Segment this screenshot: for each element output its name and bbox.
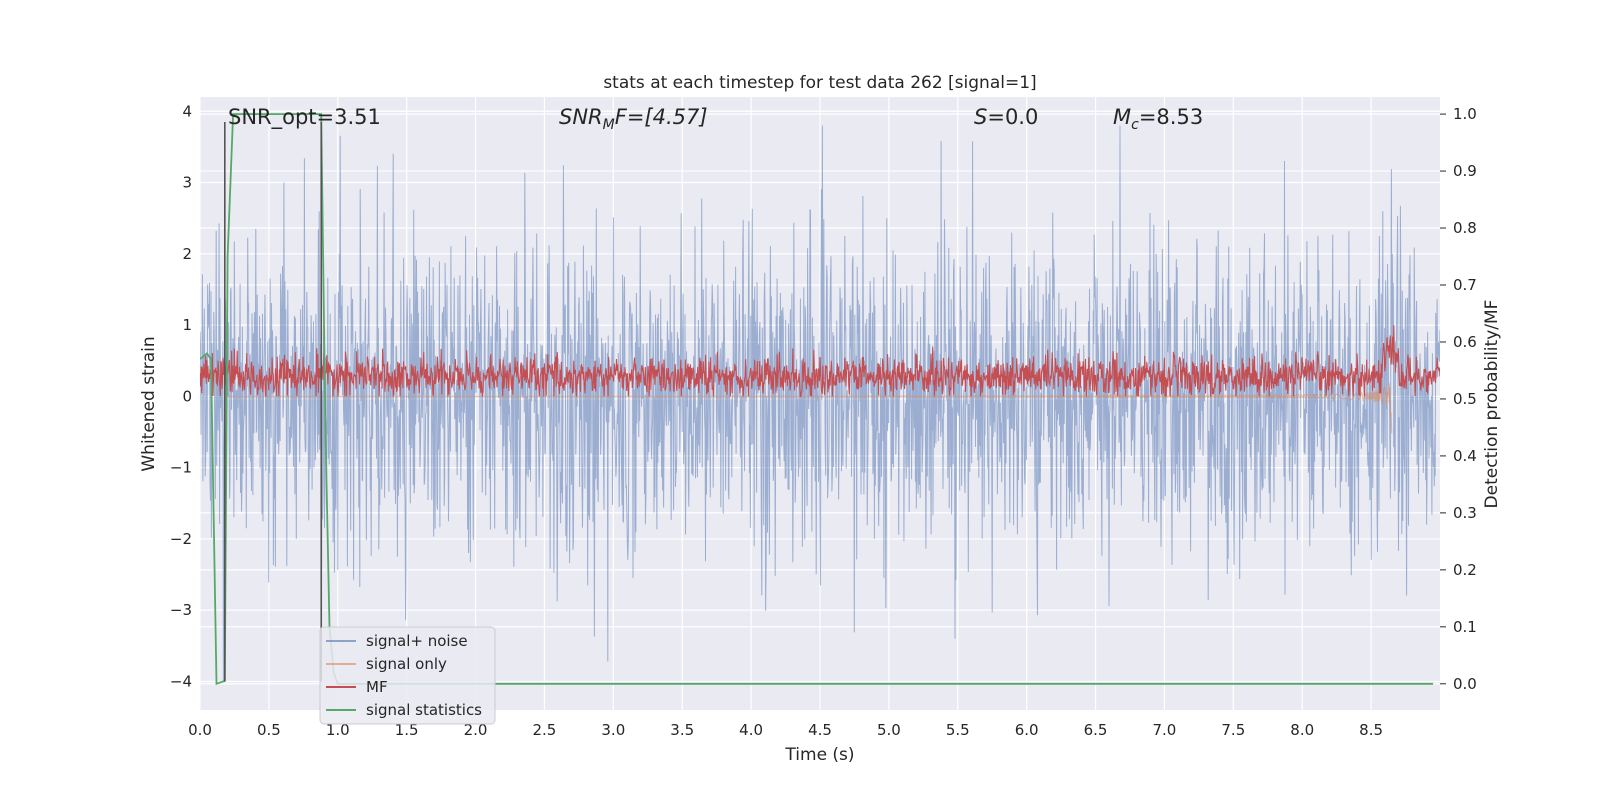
annotation-snr-opt: SNR_opt=3.51 (228, 105, 381, 130)
x-tick-label: 6.0 (1015, 721, 1039, 739)
annotation-s: S=0.0 (974, 105, 1038, 129)
y-tick-label-right: 0.6 (1453, 333, 1477, 351)
legend-label: signal statistics (366, 701, 482, 719)
legend-label: signal+ noise (366, 632, 468, 650)
y-tick-label-left: 1 (182, 316, 192, 334)
legend-label: MF (366, 678, 388, 696)
series-mf-line (200, 325, 1440, 397)
tick-labels: 0.0 0.5 1.0 1.5 2.0 2.5 3.0 3.5 4.0 4.5 5.0 5.5 6.0 6… (170, 102, 1477, 739)
x-tick-label: 3.5 (670, 721, 694, 739)
y-tick-label-left: −3 (170, 601, 192, 619)
y-tick-label-right: 0.1 (1453, 618, 1477, 636)
x-tick-label: 3.0 (601, 721, 625, 739)
x-tick-label: 2.5 (533, 721, 557, 739)
x-tick-label: 1.0 (326, 721, 350, 739)
x-tick-label: 0.5 (257, 721, 281, 739)
legend-box (319, 626, 496, 725)
x-tick-label: 0.0 (188, 721, 212, 739)
x-tick-label: 6.5 (1084, 721, 1108, 739)
y-tick-label-left: −1 (170, 459, 192, 477)
y-tick-label-left: −2 (170, 530, 192, 548)
series-layer (200, 113, 1440, 686)
annotation-mc: Mc=8.53 (1113, 105, 1203, 133)
y-tick-label-right: 0.8 (1453, 219, 1477, 237)
x-tick-label: 4.0 (739, 721, 763, 739)
x-tick-label: 4.5 (808, 721, 832, 739)
series-signal-statistics-line (200, 113, 1434, 686)
x-tick-label: 5.0 (877, 721, 901, 739)
annotation-snr-mf: SNRMF=[4.57] (559, 105, 708, 133)
chart-title: stats at each timestep for test data 262… (603, 73, 1036, 93)
y-tick-label-right: 0.7 (1453, 276, 1477, 294)
series-signal-only-line (227, 383, 1393, 434)
x-tick-label: 5.5 (946, 721, 970, 739)
x-tick-label: 7.5 (1221, 721, 1245, 739)
y-tick-label-right: 0.9 (1453, 162, 1477, 180)
y-tick-label-right: 0.5 (1453, 390, 1477, 408)
y-tick-label-left: 2 (182, 245, 192, 263)
y-tick-label-right: 0.4 (1453, 447, 1477, 465)
y-axis-label-left: Whitened strain (139, 336, 159, 471)
y-tick-label-right: 1.0 (1453, 105, 1477, 123)
x-tick-label: 7.0 (1153, 721, 1177, 739)
x-tick-label: 8.5 (1359, 721, 1383, 739)
y-tick-label-right: 0.3 (1453, 504, 1477, 522)
y-tick-label-left: −4 (170, 672, 192, 690)
x-tick-label: 8.0 (1290, 721, 1314, 739)
legend-label: signal only (366, 655, 447, 673)
x-tick-label: 2.0 (464, 721, 488, 739)
y-tick-label-left: 3 (182, 174, 192, 192)
y-axis-label-right: Detection probability/MF (1482, 300, 1502, 509)
y-tick-label-left: 4 (182, 102, 192, 120)
legend: signal+ noise signal only MF signal statist… (319, 626, 496, 725)
y-tick-label-right: 0.0 (1453, 675, 1477, 693)
x-tick-label: 1.5 (395, 721, 419, 739)
y-tick-label-right: 0.2 (1453, 561, 1477, 579)
x-axis-label: Time (s) (784, 745, 854, 765)
y-tick-label-left: 0 (182, 387, 192, 405)
series-signal-noise-line (200, 125, 1440, 682)
